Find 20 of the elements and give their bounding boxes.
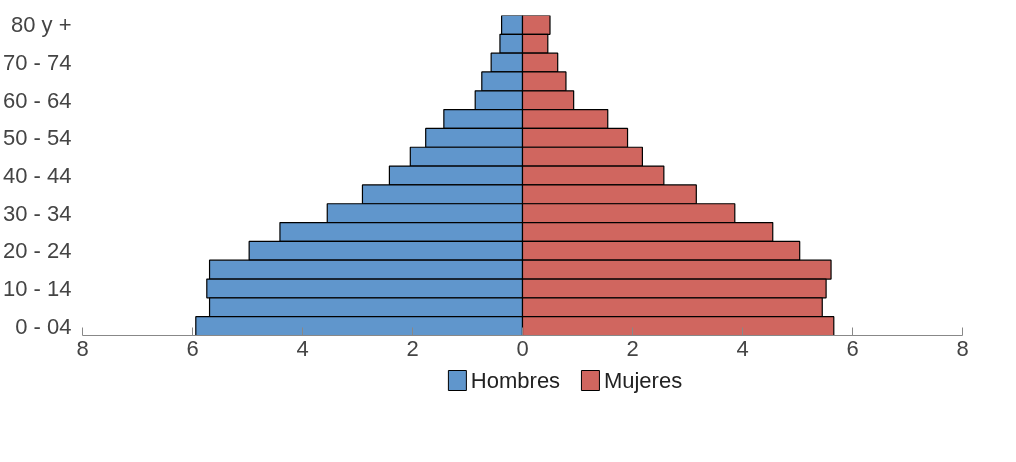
x-tick-label: 2: [406, 335, 419, 361]
y-tick-label: 40 - 44: [3, 163, 72, 188]
y-tick-label: 60 - 64: [3, 87, 72, 113]
x-tick-label: 4: [736, 335, 749, 361]
y-tick-label: 10 - 14: [3, 275, 72, 301]
y-tick-label: 70 - 74: [3, 50, 72, 76]
legend-label: Hombres: [470, 368, 561, 393]
legend-label: Mujeres: [603, 368, 683, 393]
y-tick-label: 50 - 54: [3, 125, 72, 151]
y-tick-label: 20 - 24: [3, 238, 72, 264]
x-tick-label: 0: [516, 335, 529, 361]
y-tick-label: 30 - 34: [3, 200, 72, 226]
x-tick-label: 6: [846, 335, 859, 361]
x-tick-label: 6: [186, 335, 199, 361]
x-tick-label: 4: [296, 335, 309, 361]
x-tick-label: 2: [626, 335, 639, 361]
y-tick-label: 80 y +: [10, 12, 72, 38]
x-tick-label: 8: [956, 335, 969, 361]
x-tick-label: 8: [76, 335, 89, 361]
y-tick-label: 0 - 04: [15, 313, 72, 339]
